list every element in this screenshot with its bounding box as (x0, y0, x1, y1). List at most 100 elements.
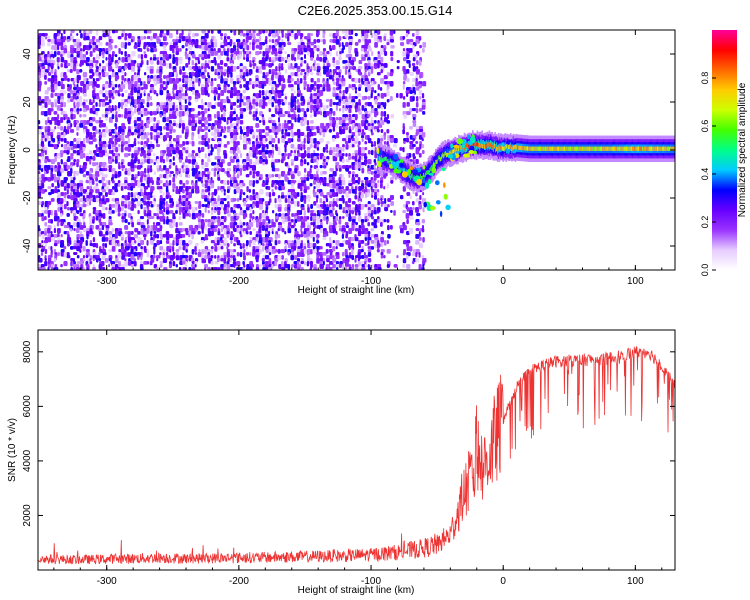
noise-cell (274, 186, 278, 190)
noise-cell (239, 219, 242, 223)
noise-cell (342, 120, 346, 124)
noise-cell (338, 264, 342, 268)
noise-cell (150, 126, 154, 132)
noise-cell (223, 219, 227, 223)
noise-cell (261, 90, 265, 96)
noise-cell (278, 30, 281, 34)
noise-cell (232, 198, 237, 202)
noise-cell (156, 180, 161, 186)
noise-cell (150, 141, 153, 145)
noise-cell (60, 102, 64, 108)
noise-cell (371, 69, 374, 74)
noise-cell (293, 222, 296, 227)
noise-cell (300, 51, 304, 55)
noise-cell (229, 123, 233, 129)
noise-cell (66, 99, 71, 103)
noise-cell (214, 72, 218, 76)
noise-cell (149, 159, 153, 164)
noise-cell (312, 237, 315, 242)
noise-cell (47, 42, 51, 47)
noise-cell (53, 111, 58, 115)
noise-cell (143, 30, 148, 34)
noise-cell (162, 105, 167, 109)
noise-cell (207, 219, 211, 223)
noise-cell (60, 45, 64, 51)
noise-cell (338, 108, 342, 112)
noise-cell (219, 132, 222, 137)
noise-cell (227, 84, 230, 88)
noise-cell (143, 135, 148, 139)
noise-cell (377, 264, 382, 268)
noise-cell (345, 123, 350, 127)
noise-cell (345, 153, 348, 157)
noise-cell (290, 252, 295, 256)
noise-cell (325, 99, 330, 102)
noise-cell (227, 204, 230, 208)
noise-cell (127, 99, 131, 104)
noise-cell (406, 264, 411, 269)
noise-cell (124, 126, 127, 130)
noise-cell (88, 42, 92, 46)
noise-cell (111, 204, 116, 208)
noise-cell (137, 54, 142, 59)
noise-cell (303, 99, 306, 105)
noise-cell (169, 63, 172, 69)
noise-cell (256, 222, 260, 228)
noise-cell (287, 120, 292, 124)
noise-cell (194, 99, 199, 103)
noise-cell (168, 222, 172, 226)
noise-cell (354, 183, 359, 187)
noise-cell (165, 132, 170, 138)
noise-cell (152, 255, 156, 259)
noise-cell (227, 225, 230, 229)
noise-cell (162, 258, 168, 263)
noise-cell (168, 114, 173, 120)
noise-cell (134, 198, 138, 202)
noise-cell (262, 246, 265, 252)
noise-cell (277, 150, 281, 156)
noise-cell (367, 222, 370, 227)
noise-cell (82, 102, 86, 106)
noise-cell (290, 150, 293, 154)
noise-cell (102, 60, 105, 64)
noise-cell (172, 189, 175, 193)
noise-cell (255, 51, 260, 56)
noise-cell (236, 126, 240, 130)
noise-cell (245, 252, 250, 256)
noise-cell (127, 252, 132, 257)
noise-cell (277, 234, 281, 239)
noise-cell (111, 81, 114, 85)
noise-cell (386, 114, 389, 120)
noise-cell (217, 144, 222, 148)
noise-cell (114, 45, 118, 49)
noise-cell (111, 135, 115, 139)
noise-cell (406, 78, 410, 83)
noise-cell (162, 192, 165, 196)
noise-cell (98, 219, 102, 223)
noise-cell (179, 114, 182, 118)
noise-cell (79, 69, 83, 73)
noise-cell (310, 204, 313, 209)
noise-cell (89, 258, 92, 262)
noise-cell (226, 129, 231, 133)
noise-cell (143, 192, 148, 196)
noise-cell (152, 45, 157, 49)
noise-cell (374, 42, 378, 48)
noise-cell (306, 72, 309, 77)
noise-cell (223, 117, 227, 123)
noise-cell (98, 192, 103, 196)
noise-cell (383, 255, 386, 259)
noise-cell (360, 231, 365, 235)
noise-cell (290, 219, 294, 223)
noise-cell (143, 84, 148, 90)
noise-cell (76, 126, 80, 131)
noise-cell (185, 87, 189, 91)
noise-cell (111, 246, 116, 252)
noise-cell (370, 228, 375, 232)
noise-cell (213, 114, 217, 119)
noise-cell (204, 45, 209, 51)
noise-cell (361, 168, 365, 174)
noise-cell (363, 96, 368, 100)
noise-cell (114, 78, 118, 82)
